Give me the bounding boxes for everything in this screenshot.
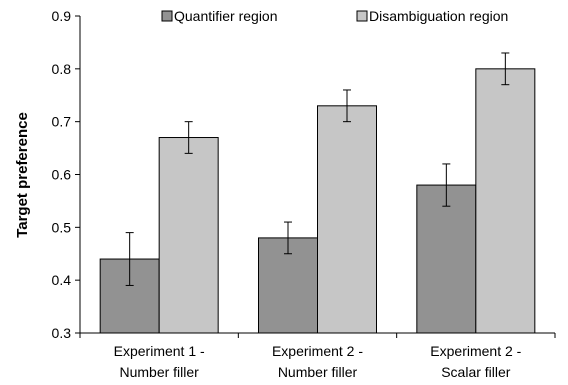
legend: Quantifier region Disambiguation region bbox=[161, 8, 508, 24]
bars bbox=[99, 68, 536, 334]
bar-disambiguation-region bbox=[158, 137, 219, 334]
y-tick-label: 0.3 bbox=[52, 325, 72, 341]
bar-disambiguation-region bbox=[475, 68, 536, 334]
y-axis: 0.3 0.4 0.5 0.6 0.7 0.8 0.9 bbox=[52, 8, 81, 341]
x-category-label: Experiment 2 -Number filler bbox=[272, 343, 363, 380]
y-tick-label: 0.6 bbox=[52, 167, 72, 183]
legend-swatch bbox=[356, 10, 368, 22]
y-tick-label: 0.8 bbox=[52, 61, 72, 77]
y-tick-label: 0.9 bbox=[52, 8, 72, 24]
y-tick-label: 0.7 bbox=[52, 114, 72, 130]
bar-quantifier-region bbox=[416, 184, 477, 334]
y-tick-label: 0.4 bbox=[52, 272, 72, 288]
x-axis: Experiment 1 -Number filler Experiment 2 … bbox=[79, 332, 556, 380]
x-category-label: Experiment 1 -Number filler bbox=[114, 343, 205, 380]
error-bars bbox=[125, 52, 510, 286]
bar-disambiguation-region bbox=[317, 105, 377, 334]
legend-label: Quantifier region bbox=[174, 8, 278, 24]
legend-swatch bbox=[161, 10, 173, 22]
legend-label: Disambiguation region bbox=[369, 8, 508, 24]
y-axis-title: Target preference bbox=[14, 112, 31, 238]
y-tick-label: 0.5 bbox=[52, 219, 72, 235]
x-category-label: Experiment 2 -Scalar filler bbox=[430, 343, 521, 380]
